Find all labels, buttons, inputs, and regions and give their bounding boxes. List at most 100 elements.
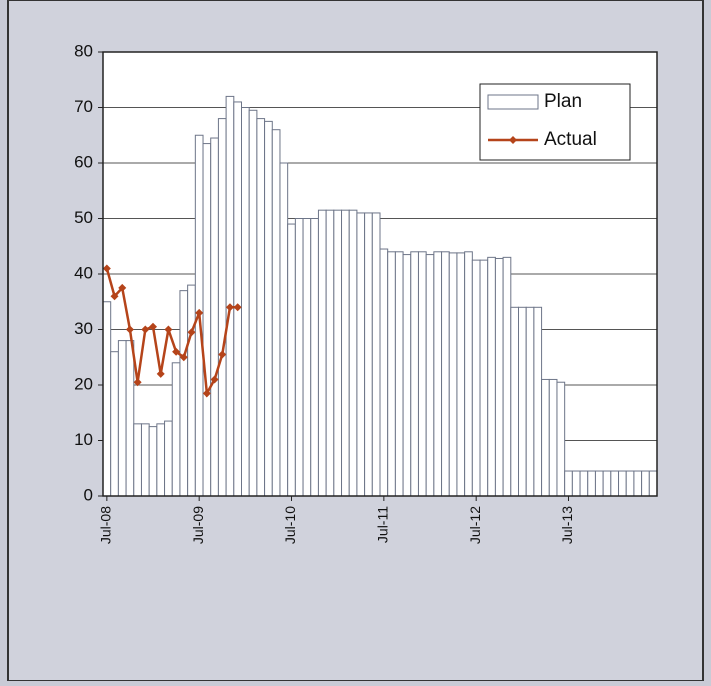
bar	[202, 143, 212, 497]
bar	[333, 209, 343, 497]
bar	[356, 212, 366, 497]
marker	[233, 303, 242, 312]
bar	[456, 252, 466, 497]
bar	[148, 426, 158, 497]
y-tick-label: 30	[74, 319, 93, 338]
bar	[625, 470, 635, 497]
bar	[256, 118, 266, 497]
x-tick-label: Jul-13	[559, 506, 575, 544]
bar	[248, 109, 258, 497]
bar	[648, 470, 658, 497]
y-tick-label: 40	[74, 263, 93, 282]
bar	[502, 256, 512, 497]
marker	[118, 283, 127, 292]
bar	[225, 95, 235, 497]
legend-swatch	[487, 94, 539, 110]
bar	[641, 470, 650, 497]
y-tick-label: 80	[74, 41, 93, 60]
bar	[518, 306, 527, 497]
marker	[187, 328, 196, 337]
bar	[602, 470, 612, 497]
bar	[171, 362, 181, 497]
bar	[117, 340, 127, 497]
bar	[579, 470, 589, 497]
bar	[487, 256, 496, 497]
bar	[164, 420, 173, 497]
bar	[594, 470, 604, 497]
bar	[110, 351, 119, 497]
bar	[271, 129, 281, 497]
bar	[564, 470, 573, 497]
marker	[102, 264, 111, 273]
bar	[241, 107, 250, 497]
bar	[325, 209, 335, 497]
marker	[141, 325, 150, 334]
bar	[140, 423, 150, 497]
bar	[233, 101, 243, 497]
marker	[164, 325, 173, 334]
bar	[425, 254, 435, 497]
bar	[633, 470, 643, 497]
bar	[317, 209, 327, 497]
x-tick-label: Jul-11	[375, 506, 391, 543]
marker	[179, 353, 188, 362]
legend-label: Plan	[544, 91, 582, 112]
bar	[610, 470, 620, 497]
bar	[371, 212, 381, 497]
y-tick-label: 70	[74, 97, 93, 116]
bar	[587, 470, 596, 497]
bar	[394, 251, 404, 497]
bar	[533, 306, 543, 497]
y-tick-label: 10	[74, 430, 93, 449]
bar	[364, 212, 373, 497]
marker	[225, 303, 234, 312]
bar	[464, 251, 473, 497]
marker	[202, 389, 211, 398]
y-tick-label: 0	[84, 485, 93, 504]
bar	[387, 251, 396, 497]
marker	[195, 308, 204, 317]
line	[105, 268, 238, 398]
legend-marker	[509, 136, 517, 144]
y-tick-label: 20	[74, 374, 93, 393]
bar	[525, 306, 535, 497]
bar	[287, 223, 296, 497]
bar	[102, 301, 112, 497]
bar	[571, 470, 581, 497]
bar	[433, 251, 443, 497]
bar	[310, 218, 319, 497]
bar	[479, 259, 489, 497]
y-tick-label: 60	[74, 152, 93, 171]
bar	[133, 423, 142, 497]
bar	[179, 290, 189, 497]
bar	[294, 218, 304, 497]
bar	[410, 251, 419, 497]
bar	[348, 209, 358, 497]
bar	[341, 209, 350, 497]
bar	[510, 306, 519, 497]
marker	[156, 369, 165, 378]
bar	[187, 284, 196, 497]
bar	[417, 251, 427, 497]
plot-border	[102, 51, 658, 497]
marker	[172, 347, 181, 356]
bar	[618, 470, 627, 497]
bar	[548, 378, 558, 497]
bar	[402, 254, 412, 497]
x-tick-label: Jul-10	[282, 506, 298, 544]
bar	[125, 340, 135, 497]
x-tick-label: Jul-08	[98, 506, 114, 544]
legend-label: Actual	[544, 129, 597, 150]
marker	[110, 292, 119, 301]
marker	[125, 325, 134, 334]
bar	[441, 251, 450, 497]
x-tick-label: Jul-09	[190, 506, 206, 544]
bar	[448, 252, 458, 497]
bar	[217, 118, 227, 497]
x-tick-label: Jul-12	[467, 506, 483, 544]
bar	[556, 381, 566, 497]
marker	[133, 378, 142, 387]
bar	[379, 248, 389, 497]
bar	[210, 137, 219, 497]
